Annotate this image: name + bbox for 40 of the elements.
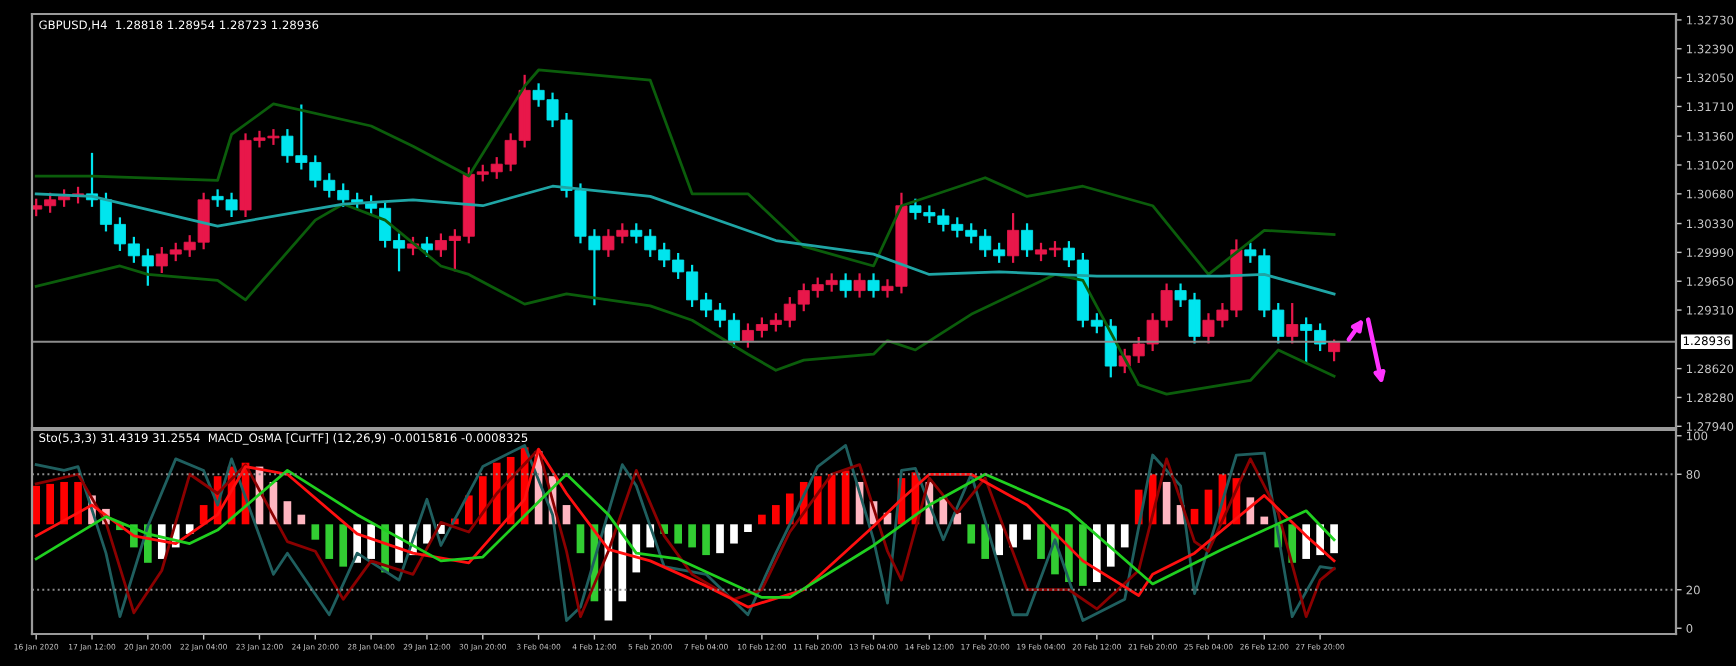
bar	[562, 505, 571, 525]
bar	[702, 524, 710, 556]
bar	[492, 462, 501, 525]
bar	[827, 474, 836, 525]
bar	[967, 524, 976, 544]
bar	[311, 524, 320, 540]
bar	[478, 476, 487, 525]
bar	[1106, 524, 1115, 567]
bar	[1260, 516, 1269, 525]
bar	[674, 524, 682, 544]
bar	[464, 495, 473, 525]
bar	[1037, 524, 1045, 559]
bar	[46, 483, 54, 525]
line-series	[34, 469, 1336, 599]
bar	[1120, 524, 1129, 548]
bar	[1162, 481, 1171, 525]
bar	[60, 481, 68, 525]
bar	[716, 524, 724, 554]
bar	[576, 524, 585, 554]
line-series	[34, 68, 1336, 276]
bar	[730, 524, 738, 544]
bar	[813, 476, 822, 525]
bar	[1023, 524, 1031, 540]
bar	[1330, 524, 1338, 554]
bar	[325, 524, 334, 559]
line-series	[34, 184, 1336, 296]
bar	[1009, 524, 1017, 548]
bar	[74, 481, 82, 525]
bar	[339, 524, 348, 567]
bar	[688, 524, 696, 548]
bar	[758, 514, 766, 525]
line-series	[34, 202, 1336, 396]
bar	[772, 505, 780, 525]
bar	[423, 524, 431, 544]
bar	[32, 485, 41, 525]
bar	[995, 524, 1003, 556]
bar	[1079, 524, 1087, 586]
bar	[744, 524, 752, 532]
bar	[283, 501, 292, 525]
candlestick	[839, 273, 852, 298]
